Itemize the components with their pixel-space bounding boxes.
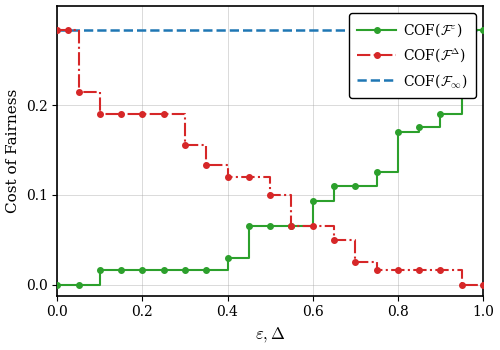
- Y-axis label: Cost of Fairness: Cost of Fairness: [6, 89, 20, 213]
- Legend: COF($\mathcal{F}^\varepsilon$), COF($\mathcal{F}^\Delta$), COF($\mathcal{F}_\inf: COF($\mathcal{F}^\varepsilon$), COF($\ma…: [349, 13, 476, 98]
- X-axis label: $\varepsilon, \Delta$: $\varepsilon, \Delta$: [255, 325, 286, 344]
